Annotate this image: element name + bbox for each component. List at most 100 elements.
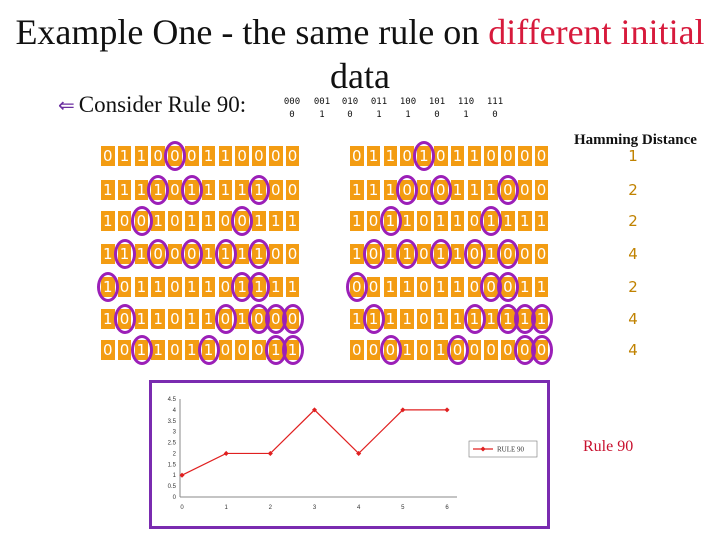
title-part-1: Example One - the same rule on xyxy=(15,12,489,52)
left-grid-cell: 1 xyxy=(201,277,216,297)
left-grid-cell: 0 xyxy=(235,146,249,166)
left-grid-cell: 0 xyxy=(285,180,300,200)
right-grid-cell: 0 xyxy=(400,146,414,166)
right-grid-cell: 1 xyxy=(400,340,414,360)
right-grid-cell: 0 xyxy=(366,340,381,360)
difference-ring xyxy=(113,239,136,269)
difference-ring xyxy=(130,206,153,236)
right-grid-cell: 1 xyxy=(484,180,498,200)
right-grid-cell: 1 xyxy=(450,277,465,297)
difference-ring xyxy=(480,206,503,236)
right-grid-cell: 0 xyxy=(467,340,482,360)
right-grid-cell: 1 xyxy=(450,211,465,231)
rule-neighborhood: 001 xyxy=(313,97,331,107)
rule-entry: 100 1 xyxy=(393,96,423,122)
difference-ring xyxy=(248,239,271,269)
difference-ring xyxy=(430,239,452,269)
right-grid-cell: 1 xyxy=(383,244,398,264)
rule-entry: 011 1 xyxy=(364,96,394,122)
left-grid-cell: 0 xyxy=(101,146,115,166)
right-grid-cell: 1 xyxy=(350,309,364,329)
left-grid-cell: 1 xyxy=(185,277,199,297)
difference-ring xyxy=(430,175,452,205)
left-grid-cell: 1 xyxy=(185,211,199,231)
left-grid-cell: 1 xyxy=(285,277,300,297)
left-grid-cell: 1 xyxy=(235,244,249,264)
left-grid-cell: 0 xyxy=(151,146,165,166)
right-grid-cell: 1 xyxy=(450,244,465,264)
rule-neighborhood: 110 xyxy=(457,97,475,107)
rule-output: 1 xyxy=(463,110,469,120)
difference-ring xyxy=(396,175,419,205)
right-grid-cell: 1 xyxy=(350,211,364,231)
hamming-value: 4 xyxy=(628,245,638,263)
right-grid-cell: 0 xyxy=(417,180,431,200)
right-grid-cell: 1 xyxy=(434,340,448,360)
right-grid-cell: 1 xyxy=(400,277,414,297)
legend-label: RULE 90 xyxy=(497,446,525,454)
difference-ring xyxy=(497,272,520,302)
difference-ring xyxy=(530,335,553,365)
rule-output: 1 xyxy=(405,110,411,120)
right-grid-cell: 1 xyxy=(350,244,364,264)
right-grid-cell: 1 xyxy=(434,309,448,329)
left-grid-cell: 1 xyxy=(117,180,132,200)
series-point xyxy=(444,407,450,413)
hamming-value: 4 xyxy=(628,310,638,328)
rule-neighborhood: 101 xyxy=(428,97,446,107)
rule-entry: 110 1 xyxy=(451,96,481,122)
left-grid-cell: 1 xyxy=(101,309,115,329)
difference-ring xyxy=(147,239,170,269)
right-grid-cell: 1 xyxy=(434,211,448,231)
rule-entry: 101 0 xyxy=(422,96,452,122)
difference-ring xyxy=(497,175,520,205)
left-grid-cell: 1 xyxy=(101,244,115,264)
legend-box xyxy=(468,440,538,458)
left-grid-cell: 0 xyxy=(168,244,182,264)
y-tick-label: 3 xyxy=(173,430,177,436)
right-grid-cell: 0 xyxy=(534,180,549,200)
right-grid-cell: 1 xyxy=(366,180,381,200)
difference-ring xyxy=(147,175,170,205)
left-grid-cell: 0 xyxy=(117,340,132,360)
right-grid-cell: 1 xyxy=(450,309,465,329)
right-grid-cell: 0 xyxy=(467,211,482,231)
left-grid-cell: 1 xyxy=(235,180,249,200)
hamming-value: 2 xyxy=(628,181,638,199)
left-grid-cell: 1 xyxy=(201,180,216,200)
right-grid-cell: 0 xyxy=(501,146,515,166)
rule-entry: 001 1 xyxy=(307,96,337,122)
left-grid-cell: 1 xyxy=(201,244,216,264)
left-grid-cell: 0 xyxy=(218,277,233,297)
difference-ring xyxy=(281,304,304,334)
rule-neighborhood: 100 xyxy=(399,97,417,107)
rule-output: 1 xyxy=(376,110,382,120)
x-tick-label: 0 xyxy=(180,505,184,511)
difference-ring xyxy=(346,272,368,302)
difference-ring xyxy=(497,239,520,269)
left-grid-cell: 1 xyxy=(185,340,199,360)
right-grid-cell: 0 xyxy=(534,146,549,166)
right-grid-cell: 0 xyxy=(417,244,431,264)
left-grid-cell: 1 xyxy=(235,309,249,329)
right-grid-cell: 0 xyxy=(350,340,364,360)
right-grid-cell: 1 xyxy=(450,180,465,200)
left-grid-cell: 1 xyxy=(218,180,233,200)
rule-output: 0 xyxy=(492,110,498,120)
difference-ring xyxy=(463,304,486,334)
left-grid-cell: 1 xyxy=(151,211,165,231)
difference-ring xyxy=(181,175,203,205)
y-tick-label: 0 xyxy=(173,495,177,501)
left-grid-cell: 1 xyxy=(101,211,115,231)
left-grid-cell: 1 xyxy=(134,277,149,297)
title-part-3: data xyxy=(330,56,390,96)
right-grid-cell: 1 xyxy=(383,180,398,200)
right-grid-cell: 0 xyxy=(518,180,532,200)
difference-ring xyxy=(379,206,402,236)
right-grid-cell: 1 xyxy=(383,277,398,297)
right-grid-cell: 1 xyxy=(534,211,549,231)
left-grid-cell: 1 xyxy=(151,309,165,329)
right-grid-cell: 1 xyxy=(518,277,532,297)
left-grid-cell: 1 xyxy=(218,146,233,166)
bullet-text: Consider Rule 90: xyxy=(78,92,247,117)
